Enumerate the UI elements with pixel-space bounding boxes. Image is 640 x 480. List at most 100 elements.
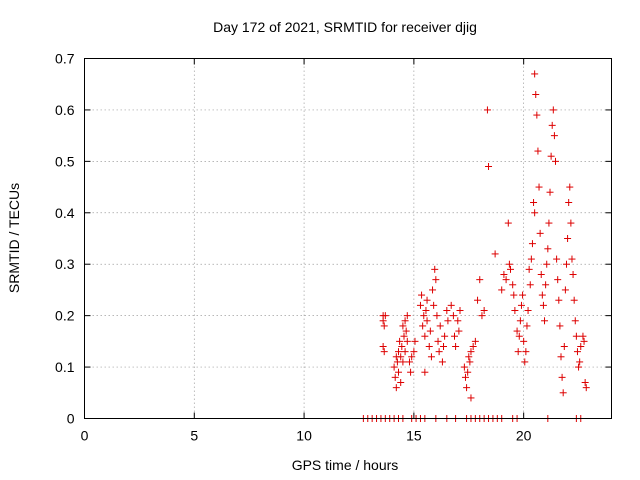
data-point: [419, 322, 427, 330]
data-point: [572, 332, 580, 340]
data-point: [566, 183, 574, 191]
data-point: [474, 296, 482, 304]
data-point: [580, 337, 588, 345]
data-point: [463, 384, 471, 392]
data-point: [514, 348, 522, 356]
data-point: [476, 276, 484, 284]
y-tick-label: 0.5: [55, 153, 75, 169]
data-point: [391, 373, 399, 381]
x-tick-label: 15: [406, 428, 422, 444]
data-point: [425, 343, 433, 350]
data-point: [395, 368, 403, 376]
data-point: [399, 358, 407, 366]
data-point: [562, 260, 570, 268]
data-point: [491, 250, 499, 258]
data-point: [465, 353, 473, 361]
data-point: [505, 260, 513, 268]
y-tick-label: 0.4: [55, 205, 75, 221]
data-point: [528, 240, 536, 248]
data-point: [548, 121, 556, 129]
data-point: [421, 332, 429, 340]
data-point: [460, 363, 468, 371]
plot-frame: [84, 58, 612, 419]
data-point: [564, 235, 572, 242]
data-point: [545, 219, 553, 227]
data-point: [575, 363, 583, 371]
data-point: [396, 337, 404, 345]
data-point: [504, 219, 512, 227]
data-points: [359, 70, 590, 422]
data-point: [441, 332, 449, 340]
x-tick-labels: 0 5 10 15 20: [81, 428, 532, 444]
data-point: [449, 312, 457, 320]
data-point: [452, 343, 460, 350]
data-point: [517, 301, 525, 309]
data-point: [380, 348, 388, 356]
data-point: [420, 312, 428, 320]
data-point: [403, 312, 411, 320]
data-point: [535, 183, 543, 191]
data-point: [401, 317, 409, 325]
data-point: [436, 322, 444, 330]
data-point: [520, 337, 528, 345]
data-point: [568, 255, 576, 263]
y-tick-labels: 0 0.1 0.2 0.3 0.4 0.5 0.6 0.7: [55, 51, 75, 427]
data-point: [570, 296, 578, 304]
data-point: [546, 188, 554, 196]
data-point: [530, 199, 538, 206]
data-point: [533, 111, 541, 119]
data-point: [550, 132, 558, 140]
data-point: [579, 332, 587, 340]
data-point: [418, 291, 426, 299]
data-point: [582, 384, 590, 392]
data-point: [571, 317, 579, 325]
y-tick-label: 0.6: [55, 102, 75, 118]
data-point: [464, 368, 472, 376]
data-point: [398, 343, 406, 350]
data-point: [531, 70, 539, 78]
x-tick-label: 5: [190, 428, 198, 444]
data-point: [450, 332, 458, 340]
data-point: [547, 152, 555, 160]
data-point: [427, 353, 435, 361]
data-point: [380, 322, 388, 330]
data-point: [429, 286, 437, 294]
data-point: [506, 265, 514, 273]
data-point: [538, 291, 546, 299]
data-point: [537, 271, 545, 278]
y-tick-label: 0.1: [55, 359, 75, 375]
data-point: [478, 312, 486, 320]
data-point: [407, 368, 415, 376]
data-point: [552, 157, 560, 165]
data-point: [485, 163, 493, 170]
data-point: [549, 106, 557, 114]
data-point: [397, 379, 405, 386]
data-point: [434, 337, 442, 345]
data-point: [519, 291, 527, 299]
data-point: [455, 327, 463, 335]
data-point: [421, 368, 429, 376]
data-point: [467, 348, 475, 356]
data-point: [435, 348, 443, 356]
data-point: [510, 291, 518, 299]
data-point: [440, 343, 448, 350]
data-point: [500, 271, 508, 278]
data-point: [558, 373, 566, 381]
data-point: [522, 348, 530, 356]
y-tick-label: 0.2: [55, 308, 75, 324]
grid: [84, 58, 612, 419]
data-point: [502, 276, 510, 284]
data-point: [531, 209, 539, 217]
data-point: [390, 363, 398, 371]
x-tick-label: 20: [516, 428, 532, 444]
data-point: [557, 353, 565, 361]
data-point: [560, 343, 568, 350]
data-point: [381, 312, 389, 320]
data-point: [447, 301, 455, 309]
data-point: [400, 332, 408, 340]
data-point: [561, 286, 569, 294]
data-point: [461, 373, 469, 381]
data-point: [526, 281, 534, 289]
data-point: [423, 317, 431, 325]
